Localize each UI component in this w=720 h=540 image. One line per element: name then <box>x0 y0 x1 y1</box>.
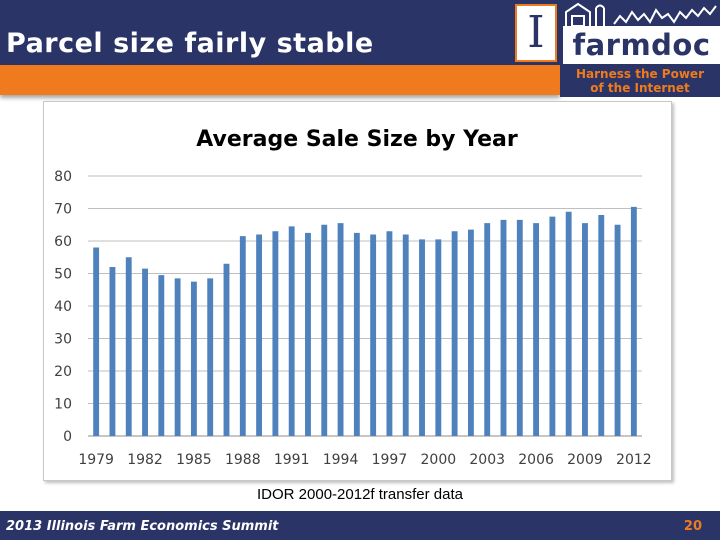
bar-1993 <box>321 224 328 436</box>
bar-1980 <box>109 267 116 436</box>
bar-1982 <box>142 268 148 436</box>
x-tick-label: 2000 <box>421 452 457 468</box>
y-tick-label: 40 <box>54 299 72 315</box>
bar-1984 <box>174 278 181 436</box>
y-tick-label: 10 <box>54 397 72 413</box>
brand-tagline: Harness the Power of the Internet <box>560 65 720 97</box>
x-tick-label: 1979 <box>78 452 114 468</box>
bar-1996 <box>370 234 377 436</box>
bar-1981 <box>125 257 132 436</box>
tagline-line-2: of the Internet <box>590 81 690 95</box>
header-accent-band <box>0 65 560 95</box>
x-tick-label: 2003 <box>469 452 505 468</box>
chart-container: Average Sale Size by Year 0 10 20 30 40 50 60 70… <box>43 101 672 481</box>
bar-1989 <box>256 234 263 436</box>
page-number: 20 <box>683 519 702 534</box>
bar-1979 <box>93 247 100 436</box>
bar-1986 <box>207 278 214 436</box>
y-tick-label: 0 <box>63 429 72 445</box>
university-logo: I <box>515 4 557 62</box>
bar-1985 <box>190 281 197 436</box>
bar-2002 <box>467 229 474 436</box>
bar-1983 <box>158 275 165 436</box>
bar-2001 <box>451 231 458 436</box>
y-tick-label: 60 <box>54 234 72 250</box>
footer-bar: 2013 Illinois Farm Economics Summit 20 <box>0 511 720 540</box>
brand-box: farmdoc <box>563 26 720 64</box>
bar-1992 <box>305 232 311 436</box>
bar-1999 <box>419 239 425 436</box>
x-tick-label: 1994 <box>323 452 359 468</box>
bar-1997 <box>386 231 393 436</box>
bar-2008 <box>565 211 572 436</box>
bar-1994 <box>337 223 344 436</box>
x-tick-label: 1991 <box>274 452 310 468</box>
x-tick-label: 1997 <box>372 452 408 468</box>
y-tick-label: 70 <box>54 202 72 218</box>
y-tick-label: 80 <box>54 169 72 185</box>
logo-letter: I <box>527 7 545 58</box>
x-tick-label: 2006 <box>518 452 554 468</box>
bar-2011 <box>614 224 621 436</box>
footer-title: 2013 Illinois Farm Economics Summit <box>6 519 279 534</box>
bar-2004 <box>500 219 507 436</box>
bar-2012 <box>630 206 637 436</box>
bar-2000 <box>435 239 442 436</box>
bar-1990 <box>272 231 279 436</box>
bar-1995 <box>353 232 360 436</box>
bar-2007 <box>549 216 556 436</box>
bar-chart: Average Sale Size by Year 0 10 20 30 40 50 60 70… <box>54 127 652 468</box>
bar-1988 <box>239 236 246 436</box>
x-tick-label: 2009 <box>567 452 603 468</box>
bar-1987 <box>223 263 230 436</box>
x-tick-label: 1985 <box>176 452 212 468</box>
x-tick-label: 1988 <box>225 452 261 468</box>
tagline-line-1: Harness the Power <box>576 67 704 81</box>
bar-2006 <box>533 223 540 436</box>
chart-title: Average Sale Size by Year <box>196 127 518 152</box>
y-tick-label: 30 <box>54 332 72 348</box>
y-tick-label: 50 <box>54 267 72 283</box>
x-tick-label: 1982 <box>127 452 163 468</box>
brand-name: farmdoc <box>572 28 711 62</box>
y-tick-label: 20 <box>54 364 72 380</box>
bar-2010 <box>598 215 605 436</box>
bar-1991 <box>288 226 295 436</box>
slide-title: Parcel size fairly stable <box>6 28 374 59</box>
source-note: IDOR 2000-2012f transfer data <box>257 486 463 503</box>
x-tick-label: 2012 <box>616 452 652 468</box>
bar-2009 <box>582 223 588 436</box>
barn-icon <box>565 2 717 28</box>
bar-2005 <box>516 219 523 436</box>
bar-1998 <box>402 234 409 436</box>
bar-2003 <box>484 223 491 436</box>
